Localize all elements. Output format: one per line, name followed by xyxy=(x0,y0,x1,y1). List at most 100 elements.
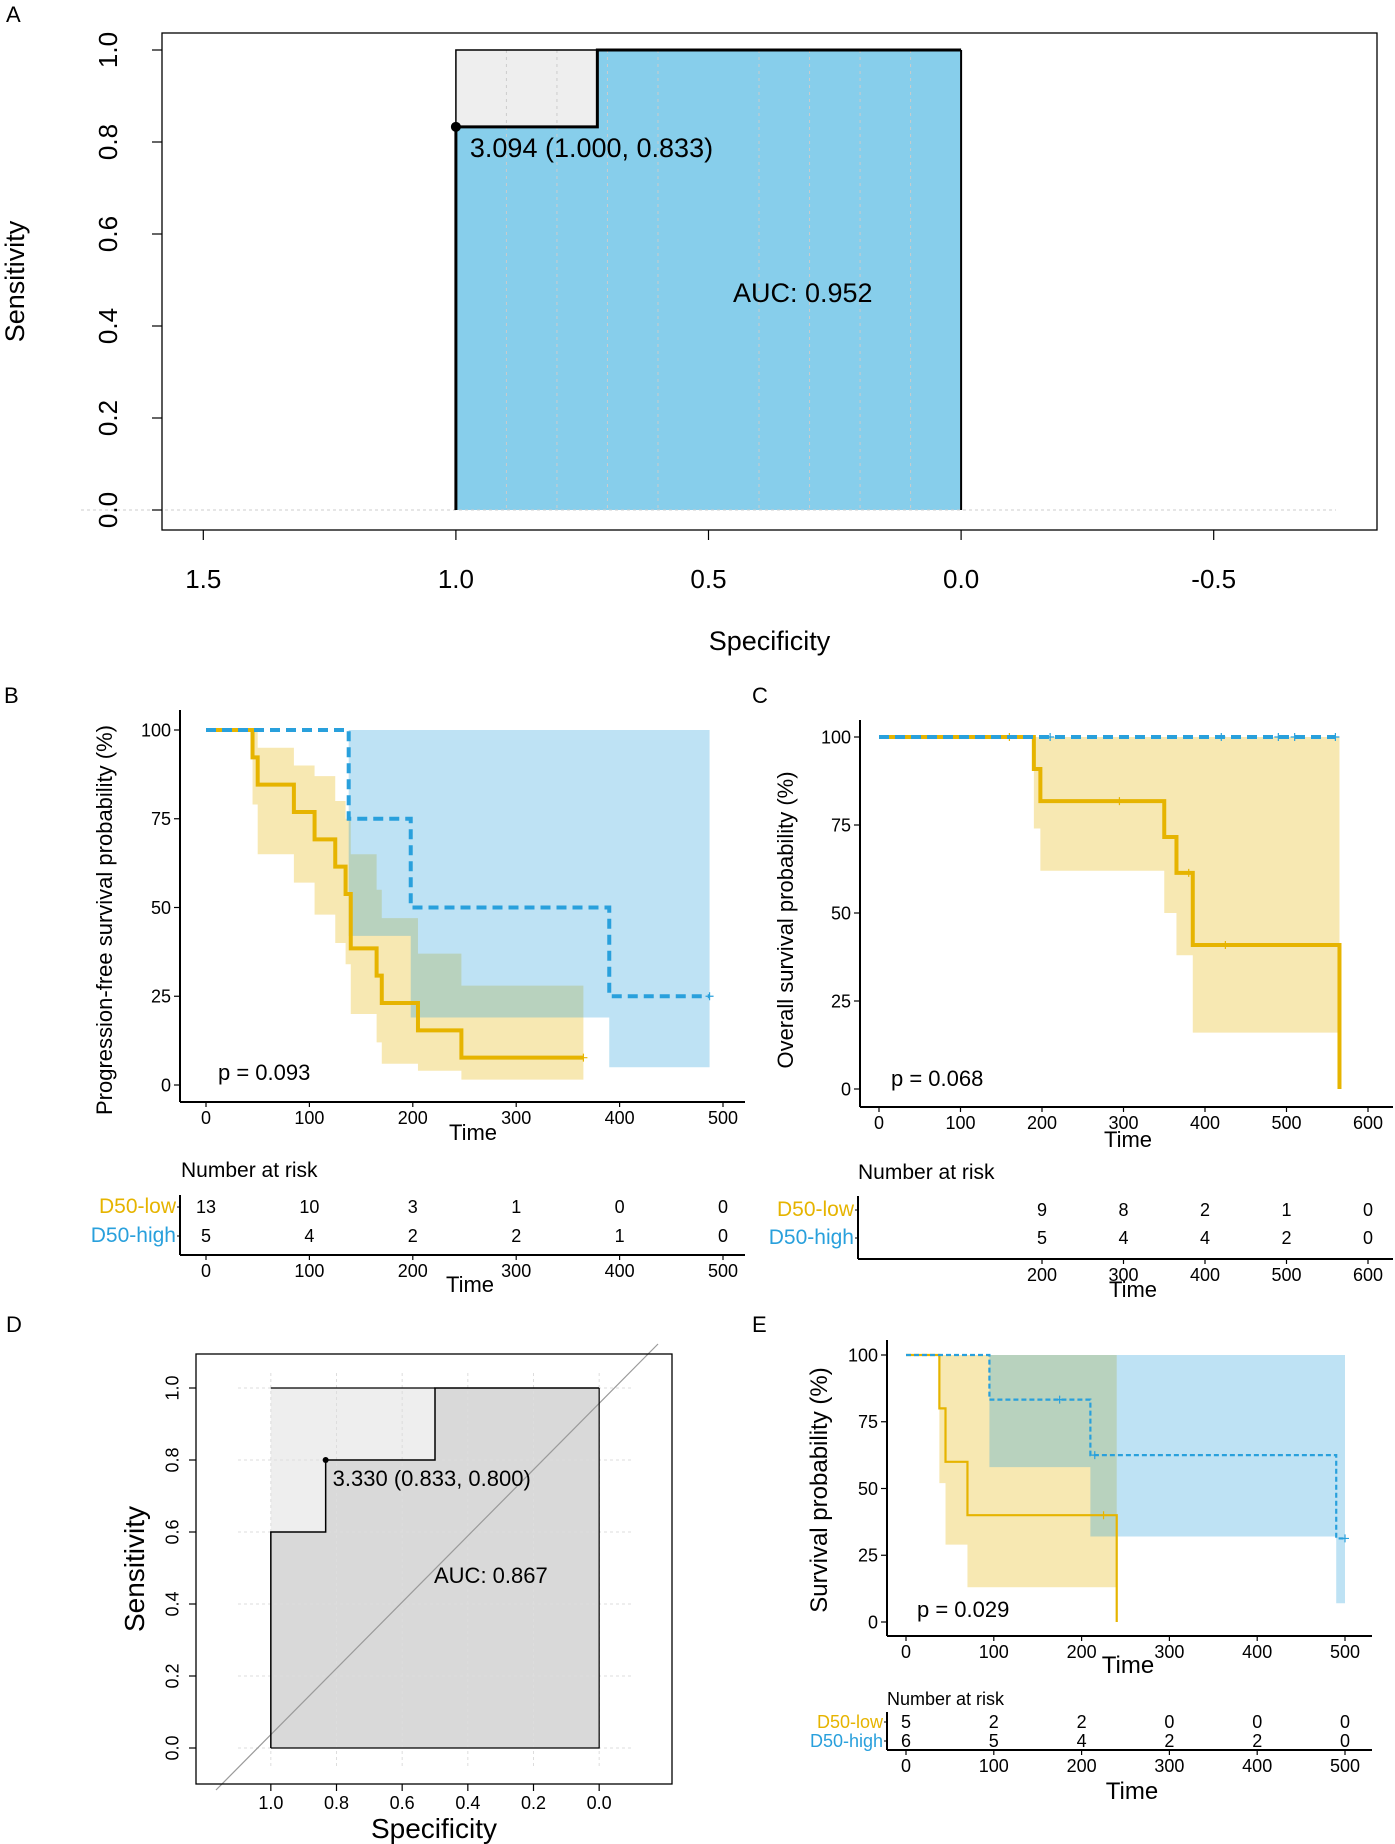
low-censor-mark xyxy=(579,1053,588,1062)
risk-count: 2 xyxy=(511,1226,521,1246)
risk-count: 0 xyxy=(1164,1712,1174,1732)
low-survival-curve xyxy=(879,735,1342,1089)
high-censor-mark xyxy=(705,992,714,1001)
risk-x-tick-label: 200 xyxy=(1067,1756,1097,1776)
plot-frame xyxy=(161,32,1378,531)
x-tick-label: -0.5 xyxy=(1191,564,1236,594)
risk-row-label: D50-high xyxy=(91,1224,176,1247)
x-tick-label: 600 xyxy=(1353,1113,1383,1133)
plot-frame xyxy=(195,1353,673,1785)
high-censor-mark xyxy=(1090,1451,1099,1460)
auc-fill-area xyxy=(270,1388,600,1748)
x-tick-label: 500 xyxy=(1271,1113,1301,1133)
high-censor-mark xyxy=(1046,733,1055,741)
risk-x-tick-label: 400 xyxy=(1242,1756,1272,1776)
risk-x-tick-label: 200 xyxy=(1027,1265,1057,1285)
auc-label: AUC: 0.867 xyxy=(434,1563,548,1588)
roc-unfilled-region xyxy=(455,50,598,127)
y-tick-label: 25 xyxy=(831,991,851,1011)
x-tick-label: 0.0 xyxy=(587,1793,612,1813)
risk-x-tick-label: 500 xyxy=(708,1261,738,1281)
risk-row-label: D50-low xyxy=(777,1198,855,1221)
high-censor-mark xyxy=(1290,733,1299,741)
y-axis-title: Sensitivity xyxy=(119,1506,150,1632)
x-axis-title: Time xyxy=(1104,1127,1152,1152)
x-tick-label: 300 xyxy=(501,1108,531,1128)
risk-count: 5 xyxy=(989,1731,999,1751)
panel-label-a: A xyxy=(6,2,21,27)
risk-x-tick-label: 0 xyxy=(901,1756,911,1776)
x-tick-label: 300 xyxy=(1154,1642,1184,1662)
high-censor-mark xyxy=(1217,733,1226,741)
risk-count: 5 xyxy=(201,1226,211,1246)
y-tick-label: 1.0 xyxy=(93,32,123,68)
roc-upper-edge xyxy=(455,49,598,127)
panel-label-c: C xyxy=(752,683,768,708)
y-tick-label: 0.8 xyxy=(93,124,123,160)
y-tick-label: 0.6 xyxy=(162,1519,182,1544)
y-tick-label: 0 xyxy=(841,1079,851,1099)
risk-count: 0 xyxy=(718,1226,728,1246)
risk-x-tick-label: 500 xyxy=(1271,1265,1301,1285)
threshold-point xyxy=(322,1457,329,1463)
panel-label-e: E xyxy=(752,1312,767,1337)
high-confidence-band xyxy=(906,1355,1345,1604)
y-axis-title: Overall survival probability (%) xyxy=(773,771,798,1068)
y-tick-label: 100 xyxy=(848,1345,878,1365)
high-censor-mark xyxy=(1331,733,1340,741)
high-censor-mark xyxy=(1274,733,1283,741)
y-tick-label: 25 xyxy=(151,987,171,1007)
risk-x-axis-title: Time xyxy=(1106,1778,1158,1805)
risk-x-axis-title: Time xyxy=(446,1272,494,1297)
risk-count: 0 xyxy=(1340,1712,1350,1732)
risk-x-tick-label: 100 xyxy=(294,1261,324,1281)
y-tick-label: 0.2 xyxy=(93,400,123,436)
low-confidence-band xyxy=(879,737,1340,1033)
low-censor-mark xyxy=(1221,941,1230,950)
x-tick-label: 0 xyxy=(874,1113,884,1133)
y-tick-label: 0.2 xyxy=(162,1663,182,1688)
risk-x-tick-label: 400 xyxy=(1190,1265,1220,1285)
diagonal-reference-line xyxy=(215,1343,659,1791)
y-tick-label: 0 xyxy=(868,1612,878,1632)
low-survival-curve xyxy=(906,1353,1118,1622)
x-tick-label: 1.5 xyxy=(185,564,221,594)
y-tick-label: 0.0 xyxy=(162,1735,182,1760)
risk-count: 1 xyxy=(511,1197,521,1217)
risk-count: 0 xyxy=(615,1197,625,1217)
roc-panel-a: 3.094 (1.000, 0.833) AUC: 0.952 1.5 1.0 0.5 0… xyxy=(0,32,1378,656)
y-axis-title: Sensitivity xyxy=(0,220,30,342)
risk-count: 2 xyxy=(1164,1731,1174,1751)
threshold-label: 3.094 (1.000, 0.833) xyxy=(470,133,713,163)
risk-x-tick-label: 300 xyxy=(501,1261,531,1281)
x-tick-label: 0 xyxy=(901,1642,911,1662)
low-survival-curve xyxy=(206,728,584,1060)
x-tick-label: 500 xyxy=(708,1108,738,1128)
low-censor-mark xyxy=(1099,1511,1108,1520)
auc-label: AUC: 0.952 xyxy=(733,278,873,308)
p-value-label: p = 0.093 xyxy=(218,1060,310,1085)
risk-x-tick-label: 300 xyxy=(1108,1265,1138,1285)
risk-count: 6 xyxy=(901,1731,911,1751)
risk-x-tick-label: 100 xyxy=(979,1756,1009,1776)
y-axis-title: Survival probability (%) xyxy=(806,1367,833,1612)
risk-x-tick-label: 600 xyxy=(1353,1265,1383,1285)
x-tick-label: 0.0 xyxy=(943,564,979,594)
risk-count: 8 xyxy=(1118,1200,1128,1220)
high-confidence-band xyxy=(206,730,710,1068)
y-tick-label: 0.4 xyxy=(162,1591,182,1616)
x-tick-label: 200 xyxy=(398,1108,428,1128)
risk-count: 0 xyxy=(718,1197,728,1217)
x-tick-label: 1.0 xyxy=(258,1793,283,1813)
y-tick-label: 0.8 xyxy=(162,1447,182,1472)
risk-count: 10 xyxy=(299,1197,319,1217)
risk-count: 0 xyxy=(1340,1731,1350,1751)
high-censor-mark xyxy=(1341,1534,1349,1543)
risk-count: 13 xyxy=(196,1197,216,1217)
x-tick-label: 400 xyxy=(1242,1642,1272,1662)
roc-panel-d: 3.330 (0.833, 0.800) AUC: 0.867 1.0 0.8 0.6 0… xyxy=(119,1343,673,1844)
risk-count: 4 xyxy=(304,1226,314,1246)
